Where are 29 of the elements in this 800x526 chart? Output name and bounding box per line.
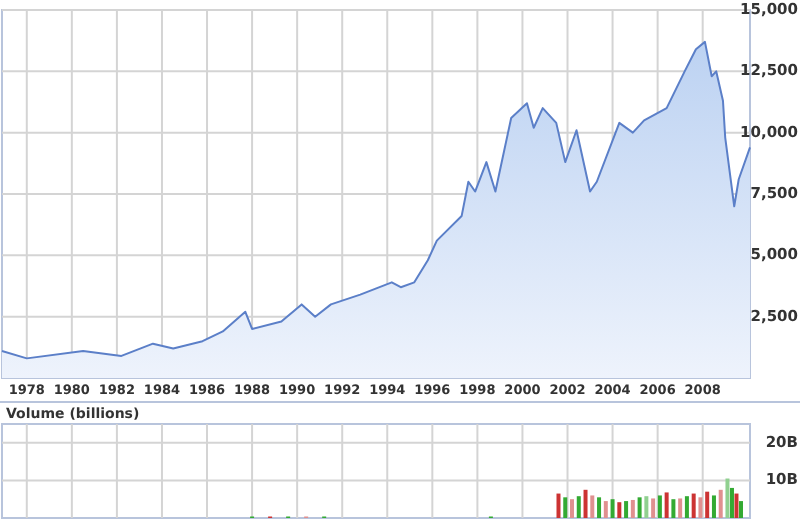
bar [664,492,669,518]
bar [725,478,730,518]
bar [705,491,710,518]
bar [684,496,689,518]
bar [738,501,743,518]
bar [597,497,602,518]
bar [637,497,642,518]
bar [729,487,734,518]
bar [651,498,656,518]
bar [671,499,676,518]
bar [698,497,703,518]
bar [610,499,615,518]
bar [563,497,568,518]
bar [576,496,581,518]
bar [603,501,608,518]
bar [590,495,595,518]
bar [617,502,622,518]
bar [570,499,575,518]
bar [718,489,723,518]
bar [691,493,696,518]
bar [583,489,588,518]
bar [644,496,649,518]
bar [734,493,739,518]
bar [711,495,716,518]
bar [678,498,683,518]
bar [657,495,662,518]
bar [556,493,561,518]
bar [630,499,635,518]
bar [624,501,629,518]
